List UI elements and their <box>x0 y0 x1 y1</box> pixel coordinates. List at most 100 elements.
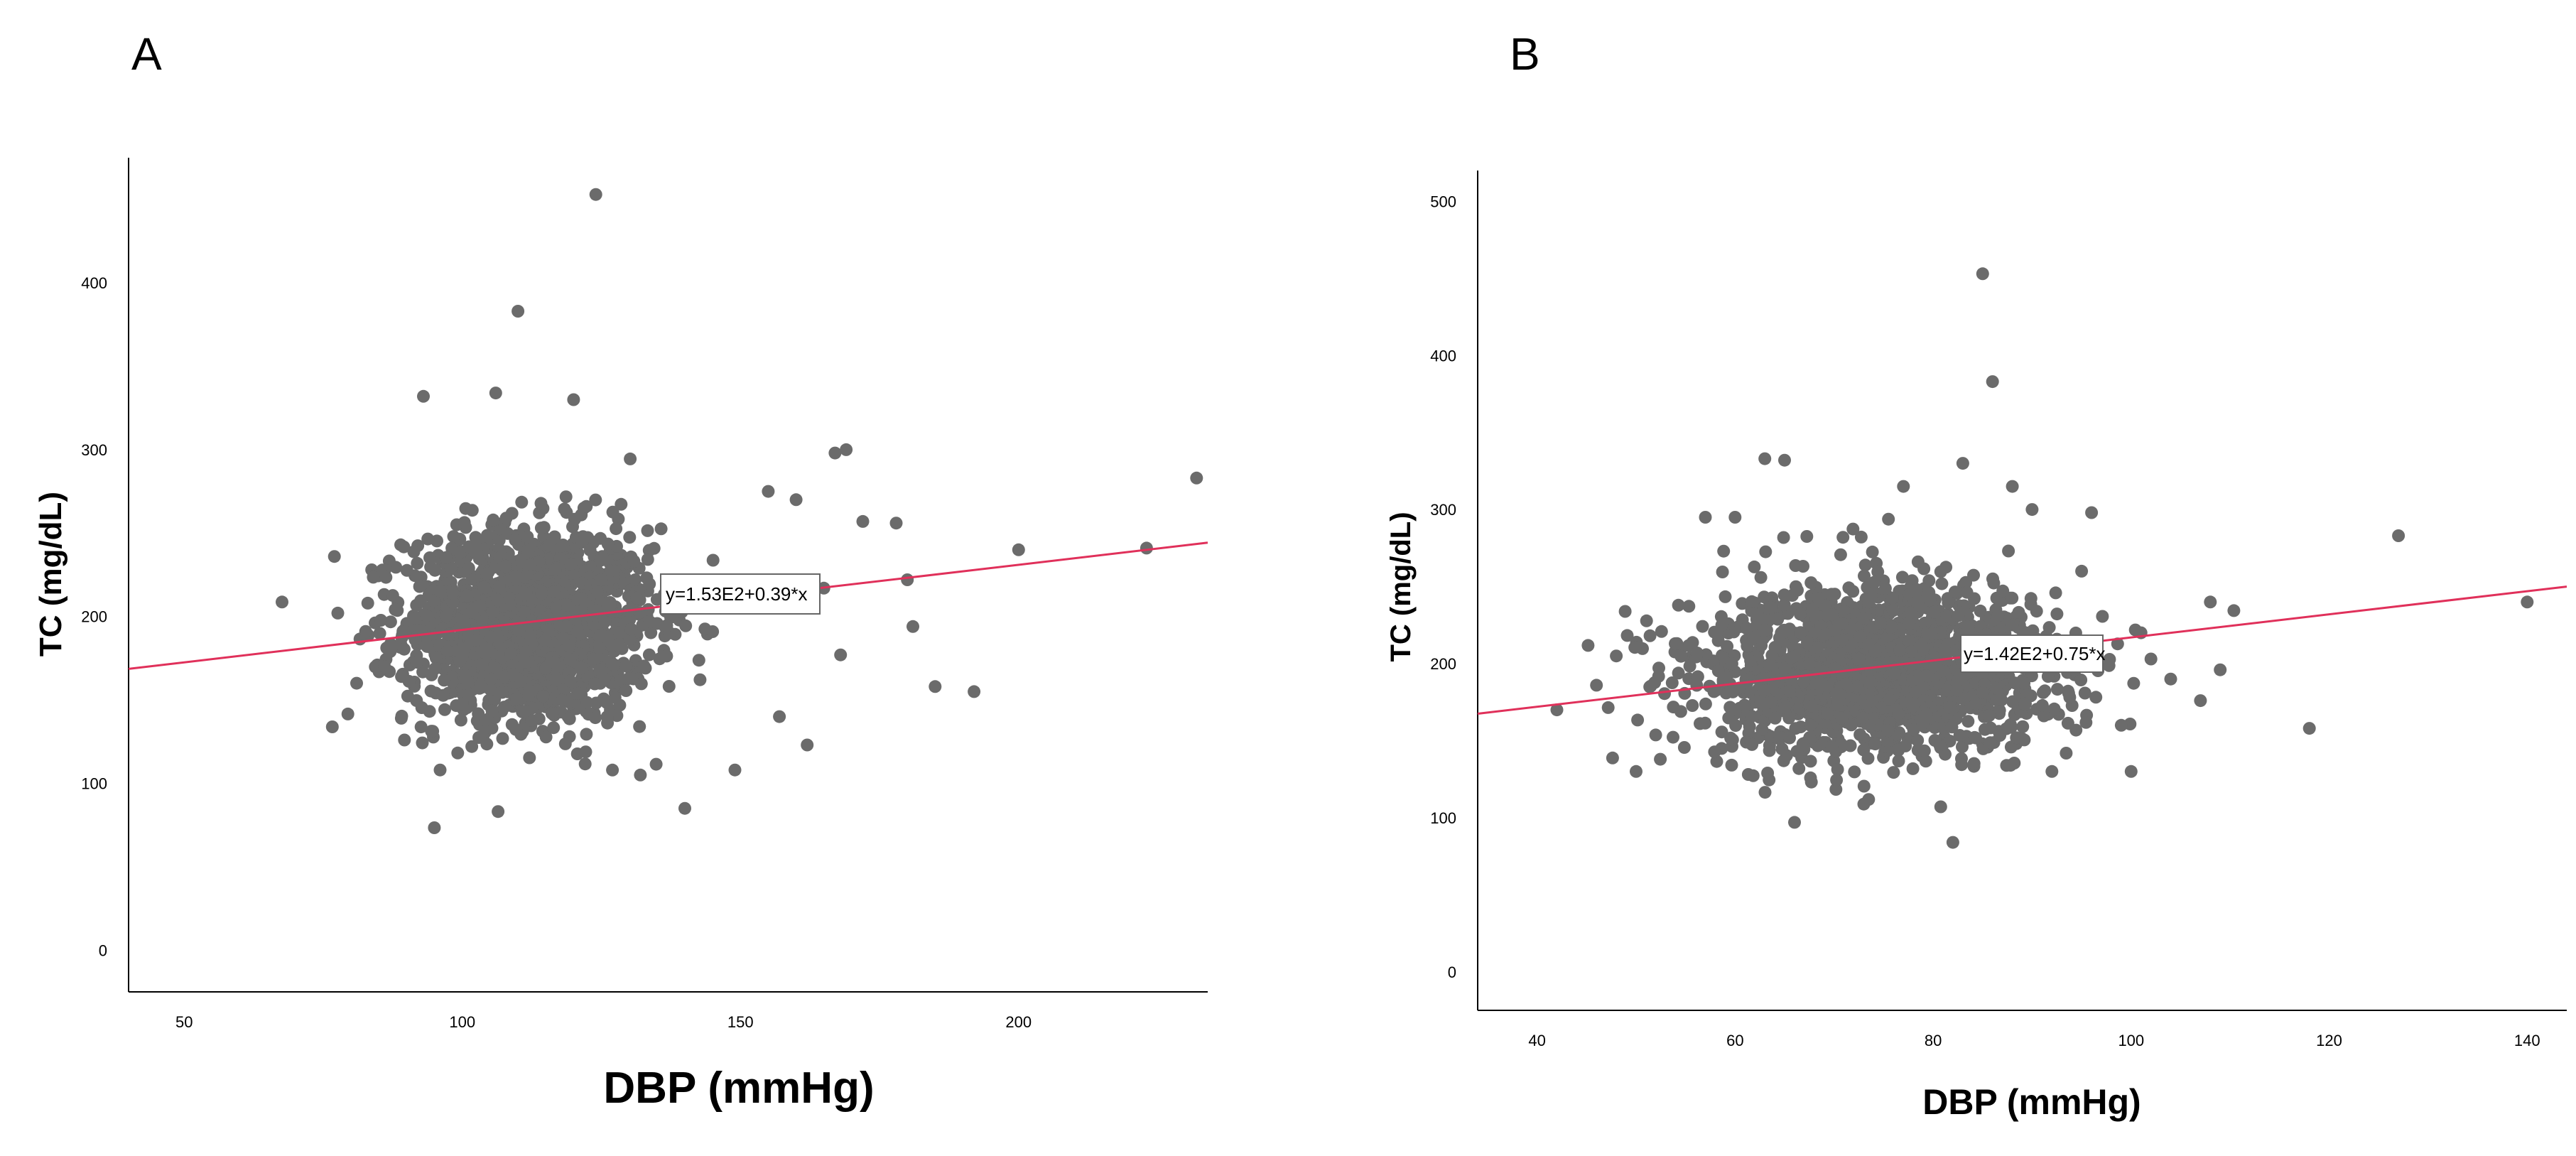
data-point <box>1719 590 1732 603</box>
data-point <box>1831 696 1845 708</box>
data-point <box>1952 609 1965 622</box>
data-point <box>619 684 633 697</box>
data-point <box>1839 677 1853 691</box>
data-point <box>276 595 288 609</box>
data-point <box>479 713 492 727</box>
data-point <box>509 570 522 583</box>
data-point <box>510 693 524 706</box>
data-point <box>1696 620 1709 633</box>
data-point <box>438 703 451 716</box>
data-point <box>1856 612 1870 625</box>
data-point <box>1976 686 1990 699</box>
data-point <box>541 610 554 624</box>
data-point <box>495 686 509 699</box>
data-point <box>1835 711 1849 725</box>
data-point <box>1935 577 1949 590</box>
data-point <box>1866 694 1879 708</box>
data-point <box>492 580 506 593</box>
outlier-point <box>634 768 647 782</box>
data-point <box>1911 555 1925 568</box>
data-point <box>1794 607 1807 621</box>
data-point <box>1618 605 1632 618</box>
y-tick-label: 200 <box>81 608 107 626</box>
data-point <box>1852 652 1866 666</box>
data-point <box>1777 588 1791 602</box>
data-point <box>439 610 453 623</box>
data-point <box>524 630 537 642</box>
data-point <box>556 693 569 707</box>
outlier-point <box>1778 453 1791 467</box>
data-point <box>1797 675 1811 688</box>
data-point <box>1649 728 1662 742</box>
data-point <box>653 652 666 666</box>
data-point <box>1652 661 1665 675</box>
data-point <box>600 710 614 723</box>
data-point <box>1856 711 1870 725</box>
data-point <box>519 587 533 600</box>
data-point <box>2035 698 2049 712</box>
data-point <box>1683 659 1696 673</box>
data-point <box>1581 639 1595 652</box>
data-point <box>623 633 637 647</box>
data-point <box>1881 724 1895 738</box>
data-point <box>630 591 643 605</box>
data-point <box>1990 693 2003 707</box>
outlier-point <box>2085 506 2099 519</box>
panel-b-points <box>1550 267 2534 849</box>
data-point <box>1801 636 1814 649</box>
outlier-point <box>350 676 363 690</box>
data-point <box>679 619 693 632</box>
data-point <box>331 606 345 620</box>
data-point <box>575 661 588 675</box>
outlier-point <box>328 550 341 563</box>
data-point <box>2006 618 2019 632</box>
outlier-point <box>2075 564 2089 578</box>
data-point <box>492 805 505 819</box>
panel-a: A y=1.53E2+0.39*x 50 100 150 200 0 100 200 300 4… <box>33 28 1208 1113</box>
data-point <box>1748 560 1761 573</box>
data-point <box>2060 747 2073 760</box>
outlier-point <box>1590 679 1603 692</box>
data-point <box>572 686 585 700</box>
data-point <box>1853 728 1867 741</box>
data-point <box>1818 599 1831 612</box>
data-point <box>1745 595 1758 608</box>
data-point <box>1897 673 1910 686</box>
data-point <box>424 684 438 698</box>
data-point <box>1674 649 1688 663</box>
data-point <box>613 626 627 639</box>
data-point <box>1726 685 1740 698</box>
data-point <box>2006 591 2019 605</box>
panel-a-x-axis-label: DBP (mmHg) <box>603 1064 874 1113</box>
data-point <box>606 763 619 777</box>
outlier-point <box>433 763 447 777</box>
data-point <box>460 590 474 603</box>
data-point <box>1777 598 1791 612</box>
panel-b-equation-box <box>1960 634 2104 673</box>
data-point <box>446 595 460 609</box>
data-point <box>1925 627 1938 640</box>
data-point <box>2061 716 2074 730</box>
data-point <box>394 711 408 725</box>
y-tick-label: 0 <box>1448 963 1456 981</box>
x-tick-label: 150 <box>727 1013 754 1031</box>
outlier-point <box>2204 595 2217 609</box>
outlier-point <box>728 763 742 777</box>
data-point <box>698 622 712 636</box>
data-point <box>706 553 720 567</box>
data-point <box>423 551 436 564</box>
data-point <box>1952 674 1965 687</box>
data-point <box>1759 545 1773 558</box>
data-point <box>601 537 615 551</box>
data-point <box>451 746 465 760</box>
outlier-point <box>789 493 803 507</box>
data-point <box>1665 676 1679 689</box>
data-point <box>578 757 592 771</box>
panel-b-x-axis-label: DBP (mmHg) <box>1922 1082 2141 1122</box>
data-point <box>519 705 531 718</box>
outlier-point <box>489 387 502 400</box>
data-point <box>624 622 638 636</box>
data-point <box>2016 720 2030 733</box>
data-point <box>2003 720 2016 733</box>
data-point <box>425 725 438 738</box>
